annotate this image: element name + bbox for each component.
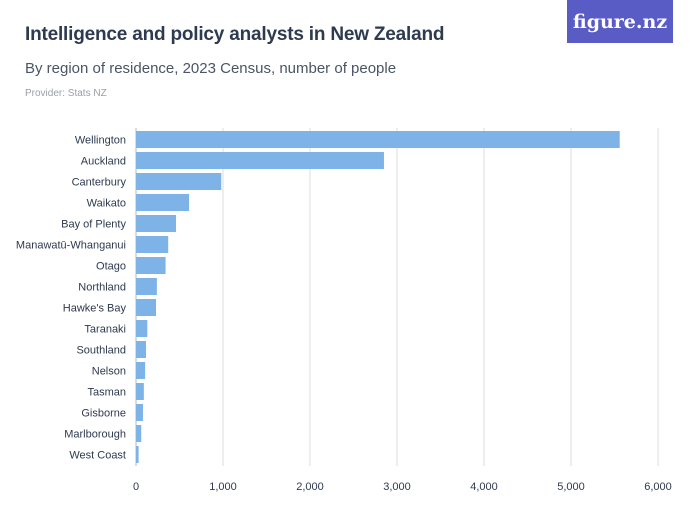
bar[interactable] xyxy=(136,425,142,442)
x-tick-label: 5,000 xyxy=(557,481,585,493)
category-label: Manawatū-Whanganui xyxy=(16,240,126,252)
category-label: Taranaki xyxy=(84,324,126,336)
bar[interactable] xyxy=(136,278,157,295)
chart-title: Intelligence and policy analysts in New … xyxy=(25,24,445,45)
category-label: Northland xyxy=(78,282,126,294)
x-axis-ticks: 0 1,000 2,000 3,000 4,000 5,000 6,000 xyxy=(133,481,672,493)
bar[interactable] xyxy=(136,173,222,190)
bar[interactable] xyxy=(136,341,147,358)
category-label: Bay of Plenty xyxy=(61,219,126,231)
figure-nz-logo[interactable]: figure.nz xyxy=(567,0,673,43)
x-tick-label: 1,000 xyxy=(209,481,237,493)
bar[interactable] xyxy=(136,257,166,274)
x-tick-label: 4,000 xyxy=(470,481,498,493)
category-label: Gisborne xyxy=(81,408,126,420)
bar[interactable] xyxy=(136,236,169,253)
bars xyxy=(136,131,620,463)
category-label: Tasman xyxy=(87,387,126,399)
category-label: Auckland xyxy=(81,156,126,168)
bar[interactable] xyxy=(136,404,143,421)
bar[interactable] xyxy=(136,383,144,400)
category-label: Hawke's Bay xyxy=(63,303,127,315)
category-label: West Coast xyxy=(69,450,126,462)
category-label: Waikato xyxy=(87,198,126,210)
x-tick-label: 2,000 xyxy=(296,481,324,493)
x-tick-label: 0 xyxy=(133,481,139,493)
x-tick-label: 3,000 xyxy=(383,481,411,493)
x-tick-label: 6,000 xyxy=(644,481,672,493)
category-label: Marlborough xyxy=(64,429,126,441)
bar[interactable] xyxy=(136,194,190,211)
category-label: Canterbury xyxy=(72,177,127,189)
category-label: Nelson xyxy=(92,366,126,378)
category-labels: Wellington Auckland Canterbury Waikato Bay o… xyxy=(16,135,127,462)
category-label: Southland xyxy=(76,345,126,357)
chart-subtitle: By region of residence, 2023 Census, num… xyxy=(25,60,397,77)
bar[interactable] xyxy=(136,299,157,316)
bar[interactable] xyxy=(136,152,384,169)
provider-credit: Provider: Stats NZ xyxy=(25,88,107,99)
bar[interactable] xyxy=(136,446,139,463)
bar[interactable] xyxy=(136,362,146,379)
bar[interactable] xyxy=(136,215,177,232)
category-label: Otago xyxy=(96,261,126,273)
bar[interactable] xyxy=(136,320,148,337)
category-label: Wellington xyxy=(75,135,126,147)
bar[interactable] xyxy=(136,131,620,148)
